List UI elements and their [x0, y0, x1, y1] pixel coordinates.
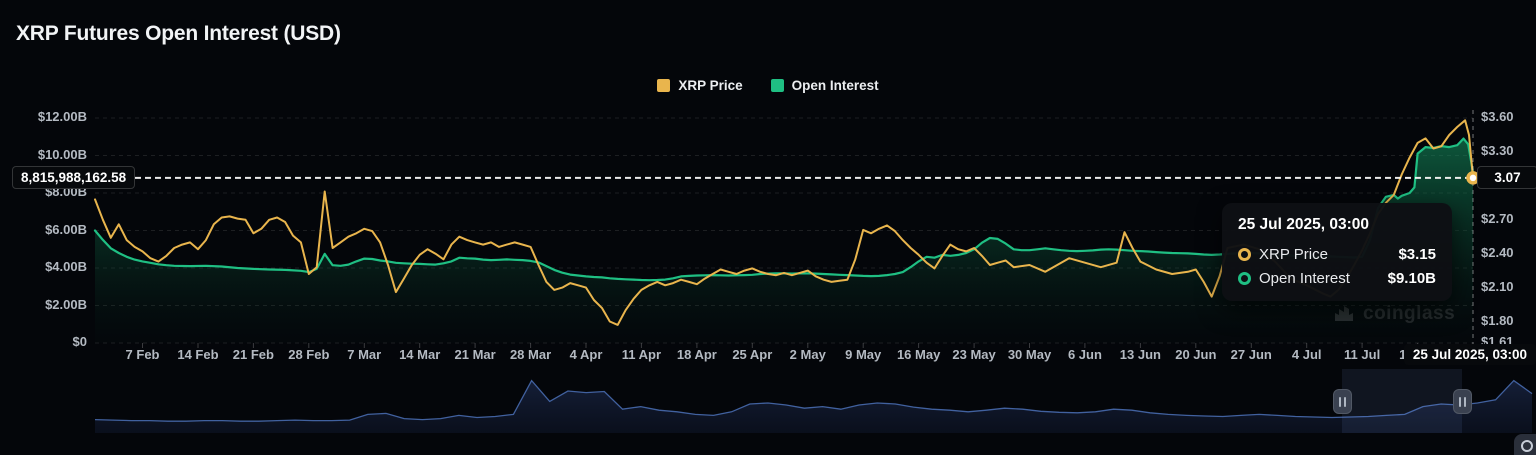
x-axis-tick: 30 May — [1007, 347, 1052, 362]
open-interest-area — [95, 138, 1473, 343]
x-axis-tick: 25 Apr — [732, 347, 773, 362]
x-axis-tick: 7 Feb — [125, 347, 160, 362]
x-axis-tick: 21 Feb — [232, 347, 274, 362]
x-axis-tick: 23 May — [952, 347, 996, 362]
navigator-right-handle[interactable] — [1452, 389, 1472, 414]
x-axis-tick: 9 May — [845, 347, 882, 362]
legend-item-open-interest[interactable]: Open Interest — [770, 78, 879, 93]
left-axis-tick: $10.00B — [37, 146, 87, 162]
crosshair-right-value: 3.07 — [1477, 165, 1536, 189]
x-axis-tick: 20 Jun — [1175, 347, 1217, 362]
right-axis-tick: $2.70 — [1481, 210, 1514, 226]
legend: XRP Price Open Interest — [0, 78, 1536, 93]
corner-button[interactable] — [1514, 434, 1536, 455]
x-axis-tick: 4 Jul — [1291, 347, 1322, 362]
left-axis-tick: $12.00B — [37, 109, 87, 124]
legend-label: XRP Price — [678, 78, 743, 93]
legend-label: Open Interest — [791, 78, 879, 93]
tooltip-row: Open Interest $9.10B — [1238, 270, 1436, 287]
x-axis-tick: 14 Feb — [177, 347, 219, 362]
left-axis-tick: $6.00B — [45, 221, 87, 237]
x-axis-tick: 4 Apr — [569, 347, 603, 362]
tooltip: 25 Jul 2025, 03:00 XRP Price $3.15 Open … — [1222, 203, 1452, 301]
page-title: XRP Futures Open Interest (USD) — [16, 22, 341, 45]
navigator-area — [95, 380, 1532, 433]
navigator-selection[interactable] — [1342, 369, 1462, 433]
xrp-price-swatch-icon — [657, 79, 671, 92]
x-axis-tick: 18 Apr — [676, 347, 717, 362]
corner-button-icon — [1521, 440, 1533, 452]
navigator-left-handle[interactable] — [1333, 389, 1353, 414]
crosshair-date-label: 25 Jul 2025, 03:00 — [1403, 344, 1536, 365]
x-axis-tick: 21 Mar — [454, 347, 496, 362]
right-axis-tick: $3.60 — [1481, 109, 1514, 124]
right-axis-tick: $1.80 — [1481, 312, 1514, 328]
tooltip-row-value: $9.10B — [1387, 270, 1436, 287]
legend-item-xrp-price[interactable]: XRP Price — [657, 78, 743, 93]
x-axis-tick: 6 Jun — [1067, 347, 1102, 362]
tooltip-row-label: Open Interest — [1259, 270, 1350, 287]
watermark-text: coinglass — [1363, 303, 1456, 324]
x-axis-tick: 16 May — [896, 347, 941, 362]
crosshair-left-value: 8,815,988,162.58 — [12, 165, 136, 189]
coinglass-logo-icon — [1335, 306, 1353, 321]
right-axis-tick: $3.30 — [1481, 142, 1514, 158]
x-axis-tick: 27 Jun — [1230, 347, 1272, 362]
tooltip-header: 25 Jul 2025, 03:00 — [1238, 216, 1369, 233]
open-interest-dot-icon — [1238, 272, 1251, 285]
tooltip-row-label: XRP Price — [1259, 246, 1328, 263]
x-axis-tick: 7 Mar — [347, 347, 382, 362]
left-axis-tick: $2.00B — [45, 296, 87, 312]
x-axis-tick: 14 Mar — [399, 347, 441, 362]
right-axis-tick: $2.40 — [1481, 244, 1514, 260]
tooltip-row-value: $3.15 — [1398, 246, 1436, 263]
navigator-line — [94, 379, 1533, 422]
x-axis-tick: 11 Jul — [1344, 347, 1381, 362]
tooltip-row: XRP Price $3.15 — [1238, 246, 1436, 263]
open-interest-swatch-icon — [770, 79, 784, 92]
left-axis-tick: $0 — [72, 334, 87, 349]
x-axis-tick: 11 Apr — [621, 347, 662, 362]
x-axis-tick: 2 May — [789, 347, 826, 362]
watermark: coinglass — [1333, 303, 1455, 325]
left-axis-tick: $4.00B — [45, 259, 87, 274]
x-axis-tick: 28 Mar — [509, 347, 552, 362]
xrp-price-dot-icon — [1238, 248, 1251, 261]
x-axis-tick: 13 Jun — [1119, 347, 1161, 362]
right-axis-tick: $2.10 — [1481, 278, 1514, 294]
x-axis-tick: 28 Feb — [288, 347, 330, 362]
